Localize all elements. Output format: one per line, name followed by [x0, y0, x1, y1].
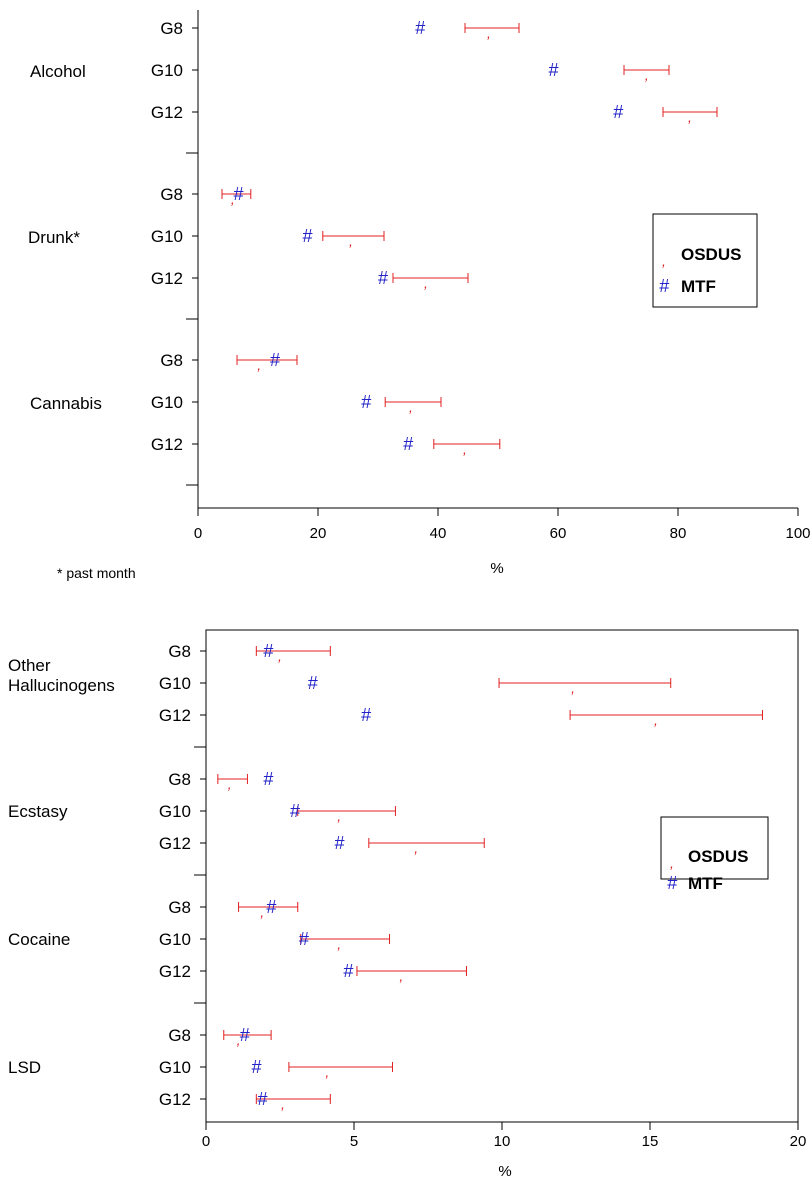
x-axis-title: % — [490, 560, 503, 577]
osdus-point: , — [228, 776, 232, 792]
mtf-point: # — [266, 897, 277, 917]
x-tick-label: 0 — [202, 1133, 210, 1150]
grade-label: G10 — [159, 1058, 191, 1077]
category-label: Drunk* — [28, 228, 80, 247]
category-label: Ecstasy — [8, 802, 68, 821]
category-label: Other — [8, 656, 51, 675]
mtf-point: # — [343, 961, 354, 981]
x-tick-label: 40 — [430, 525, 447, 542]
x-tick-label: 20 — [310, 525, 327, 542]
grade-label: G12 — [151, 435, 183, 454]
osdus-point: , — [337, 808, 341, 824]
grade-label: G10 — [151, 227, 183, 246]
mtf-point: # — [263, 641, 274, 661]
grade-label: G10 — [159, 802, 191, 821]
mtf-point: # — [361, 392, 372, 412]
grade-label: G8 — [168, 898, 191, 917]
grade-label: G8 — [168, 642, 191, 661]
mtf-point: # — [334, 833, 345, 853]
osdus-point: , — [237, 1032, 241, 1048]
grade-label: G12 — [151, 103, 183, 122]
osdus-point: , — [257, 357, 261, 373]
osdus-point: , — [260, 904, 264, 920]
grade-label: G8 — [160, 351, 183, 370]
grade-label: G12 — [159, 1090, 191, 1109]
x-tick-label: 100 — [785, 525, 810, 542]
x-axis-title: % — [498, 1163, 511, 1180]
mtf-point: # — [403, 434, 414, 454]
grade-label: G8 — [168, 770, 191, 789]
mtf-point: # — [548, 60, 559, 80]
x-tick-label: 80 — [670, 525, 687, 542]
mtf-point: # — [251, 1057, 262, 1077]
legend-box — [660, 816, 769, 880]
osdus-point: , — [645, 67, 649, 83]
osdus-point: , — [409, 399, 413, 415]
grade-label: G8 — [160, 185, 183, 204]
osdus-point: , — [463, 441, 467, 457]
x-tick-label: 10 — [494, 1133, 511, 1150]
mtf-point: # — [613, 102, 624, 122]
legend-box — [652, 213, 758, 308]
osdus-point: , — [654, 712, 658, 728]
legend-osdus-label: OSDUS — [688, 847, 748, 866]
legend-osdus-label: OSDUS — [681, 245, 741, 264]
category-label: LSD — [8, 1058, 41, 1077]
legend-mtf-label: MTF — [688, 874, 723, 893]
legend-mtf-marker: # — [659, 276, 670, 296]
mtf-point: # — [378, 268, 389, 288]
mtf-point: # — [257, 1089, 268, 1109]
category-label: Cannabis — [30, 394, 102, 413]
grade-label: G8 — [168, 1026, 191, 1045]
category-label: Cocaine — [8, 930, 70, 949]
legend-osdus-marker: , — [662, 253, 666, 269]
grade-label: G10 — [159, 930, 191, 949]
osdus-point: , — [349, 233, 353, 249]
x-tick-label: 5 — [350, 1133, 358, 1150]
osdus-point: , — [281, 1096, 285, 1112]
grade-label: G12 — [159, 834, 191, 853]
mtf-point: # — [263, 769, 274, 789]
mtf-point: # — [299, 929, 310, 949]
mtf-point: # — [270, 350, 281, 370]
grade-label: G10 — [151, 61, 183, 80]
legend-osdus-marker: , — [670, 855, 674, 871]
osdus-point: , — [487, 25, 491, 41]
grade-label: G12 — [159, 962, 191, 981]
osdus-point: , — [325, 1064, 329, 1080]
x-tick-label: 15 — [642, 1133, 659, 1150]
osdus-point: , — [424, 275, 428, 291]
grade-label: G12 — [159, 706, 191, 725]
category-label: Hallucinogens — [8, 676, 115, 695]
mtf-point: # — [302, 226, 313, 246]
category-label: Alcohol — [30, 62, 86, 81]
footnote: * past month — [57, 565, 136, 581]
x-tick-label: 60 — [550, 525, 567, 542]
osdus-point: , — [571, 680, 575, 696]
grade-label: G12 — [151, 269, 183, 288]
mtf-point: # — [415, 18, 426, 38]
legend-mtf-label: MTF — [681, 277, 716, 296]
grade-label: G10 — [159, 674, 191, 693]
mtf-point: # — [233, 184, 244, 204]
grade-label: G10 — [151, 393, 183, 412]
osdus-point: , — [688, 109, 692, 125]
mtf-point: # — [308, 673, 319, 693]
osdus-point: , — [399, 968, 403, 984]
osdus-point: , — [278, 648, 282, 664]
osdus-point: , — [337, 936, 341, 952]
mtf-point: # — [239, 1025, 250, 1045]
mtf-point: # — [290, 801, 301, 821]
legend-mtf-marker: # — [667, 873, 678, 893]
x-tick-label: 20 — [790, 1133, 807, 1150]
mtf-point: # — [361, 705, 372, 725]
osdus-point: , — [231, 191, 235, 207]
osdus-point: , — [414, 840, 418, 856]
grade-label: G8 — [160, 19, 183, 38]
x-tick-label: 0 — [194, 525, 202, 542]
